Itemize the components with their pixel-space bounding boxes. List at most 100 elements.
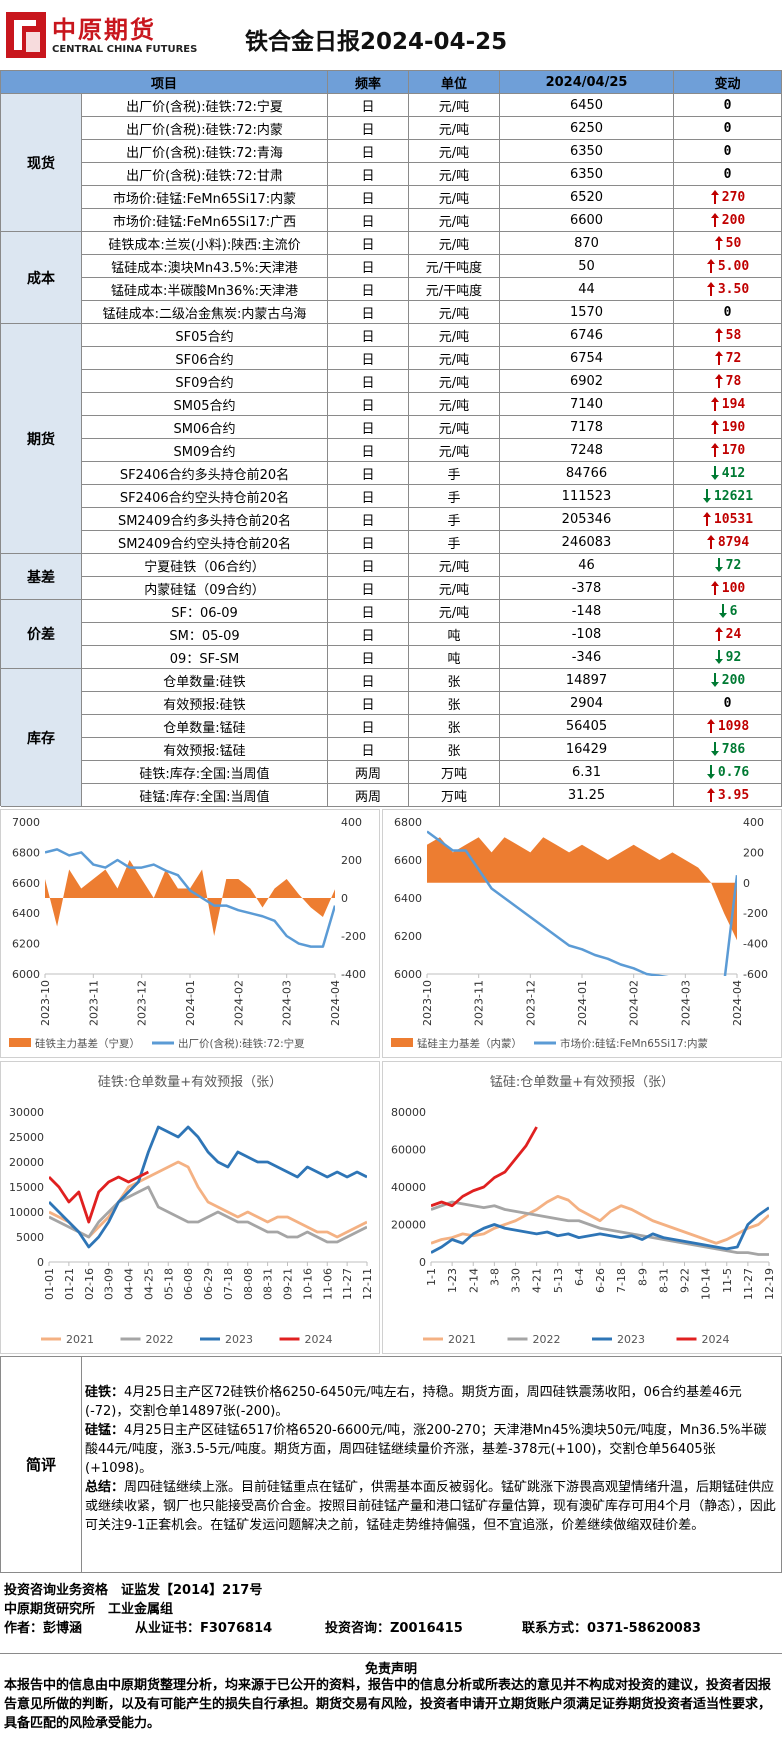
freq-cell: 日	[328, 669, 409, 692]
unit-cell: 元/吨	[409, 324, 500, 347]
y-tick-label: 80000	[391, 1106, 426, 1119]
value-cell: 7178	[500, 416, 674, 439]
logo-english: CENTRAL CHINA FUTURES	[52, 44, 198, 55]
unit-cell: 元/吨	[409, 600, 500, 623]
y-tick-label: 15000	[9, 1181, 44, 1194]
change-cell: 12621	[674, 485, 782, 508]
item-cell: 硅铁:库存:全国:当周值	[82, 761, 328, 784]
y-tick-label: 7000	[12, 816, 40, 829]
value-cell: 870	[500, 232, 674, 255]
x-tick-label: 06-08	[182, 1268, 195, 1300]
item-cell: SF2406合约空头持仓前20名	[82, 485, 328, 508]
freq-cell: 两周	[328, 761, 409, 784]
unit-cell: 元/吨	[409, 370, 500, 393]
unit-cell: 张	[409, 669, 500, 692]
x-tick-label: 8-31	[657, 1268, 670, 1293]
change-cell: 190	[674, 416, 782, 439]
freq-cell: 日	[328, 439, 409, 462]
freq-cell: 日	[328, 738, 409, 761]
change-cell: 3.95	[674, 784, 782, 807]
unit-cell: 张	[409, 738, 500, 761]
value-cell: 6754	[500, 347, 674, 370]
group-cell: 价差	[1, 600, 82, 669]
y-tick-label: 5000	[16, 1231, 44, 1244]
freq-cell: 日	[328, 692, 409, 715]
freq-cell: 日	[328, 232, 409, 255]
header: 中原期货 CENTRAL CHINA FUTURES 铁合金日报2024-04-…	[0, 0, 782, 70]
unit-cell: 手	[409, 508, 500, 531]
x-tick-label: 12-19	[763, 1268, 776, 1300]
chart-panel: 锰硅:仓单数量+有效预报（张） 0 20000 40000 60000 80000 1-1 1…	[382, 1061, 782, 1354]
value-cell: 111523	[500, 485, 674, 508]
unit-cell: 张	[409, 715, 500, 738]
freq-cell: 日	[328, 255, 409, 278]
x-tick-label: 6-4	[573, 1268, 586, 1286]
value-cell: -346	[500, 646, 674, 669]
y2-tick-label: 0	[341, 892, 348, 905]
series-line	[49, 1160, 367, 1239]
trend-arrow	[710, 397, 719, 411]
x-tick-label: 2023-10	[39, 980, 52, 1026]
certificate: 从业证书：F3076814	[135, 1621, 273, 1636]
unit-cell: 元/吨	[409, 393, 500, 416]
header-cell: 频率	[328, 71, 409, 94]
x-tick-label: 2024-02	[232, 980, 245, 1026]
plot	[49, 1125, 367, 1249]
y2-tick-label: -200	[341, 930, 366, 943]
trend-arrow	[710, 742, 719, 756]
item-cell: 宁夏硅铁（06合约）	[82, 554, 328, 577]
header-cell: 项目	[1, 71, 328, 94]
change-cell: 5.00	[674, 255, 782, 278]
legend-label: 2023	[225, 1333, 253, 1346]
value-cell: 7248	[500, 439, 674, 462]
value-cell: 46	[500, 554, 674, 577]
item-cell: 有效预报:硅铁	[82, 692, 328, 715]
y2-tick-label: 200	[743, 846, 764, 859]
x-tick-label: 2023-12	[136, 980, 149, 1026]
change-value: 12621	[713, 488, 754, 504]
trend-arrow	[710, 420, 719, 434]
trend-arrow	[710, 213, 719, 227]
legend-label: 2023	[617, 1333, 645, 1346]
change-value: 194	[721, 396, 746, 412]
x-tick-label: 10-14	[700, 1268, 713, 1300]
change-value: 200	[721, 212, 746, 228]
change-value: 0	[723, 97, 732, 113]
trend-arrow	[706, 259, 715, 273]
value-cell: 6350	[500, 163, 674, 186]
advisor: 投资咨询：Z0016415	[325, 1621, 463, 1636]
x-tick-label: 02-16	[83, 1268, 96, 1300]
x-tick-label: 04-25	[142, 1268, 155, 1300]
change-cell: 786	[674, 738, 782, 761]
change-value: 0	[723, 695, 732, 711]
value-cell: -148	[500, 600, 674, 623]
freq-cell: 日	[328, 462, 409, 485]
freq-cell: 日	[328, 186, 409, 209]
unit-cell: 元/吨	[409, 186, 500, 209]
unit-cell: 万吨	[409, 784, 500, 807]
freq-cell: 日	[328, 94, 409, 117]
x-tick-label: 2024-01	[184, 980, 197, 1026]
unit-cell: 万吨	[409, 761, 500, 784]
y-tick-label: 6400	[394, 892, 422, 905]
unit-cell: 元/吨	[409, 347, 500, 370]
x-tick-label: 3-30	[510, 1268, 523, 1293]
x-tick-label: 08-31	[262, 1268, 275, 1300]
footer: 投资咨询业务资格 证监发【2014】217号 中原期货研究所 工业金属组 作者：…	[0, 1575, 782, 1653]
freq-cell: 日	[328, 163, 409, 186]
x-tick-label: 01-01	[43, 1268, 56, 1300]
change-cell: 0	[674, 163, 782, 186]
chart-title: 锰硅:仓单数量+有效预报（张）	[490, 1075, 674, 1090]
y-tick-label: 6600	[12, 877, 40, 890]
series-line	[427, 830, 737, 976]
unit-cell: 元/吨	[409, 577, 500, 600]
header-cell: 单位	[409, 71, 500, 94]
trend-arrow	[706, 788, 715, 802]
freq-cell: 日	[328, 370, 409, 393]
x-tick-label: 7-18	[615, 1268, 628, 1293]
y-tick-label: 6600	[394, 854, 422, 867]
unit-cell: 元/吨	[409, 232, 500, 255]
unit-cell: 元/吨	[409, 439, 500, 462]
value-cell: 7140	[500, 393, 674, 416]
y-tick-label: 10000	[9, 1206, 44, 1219]
